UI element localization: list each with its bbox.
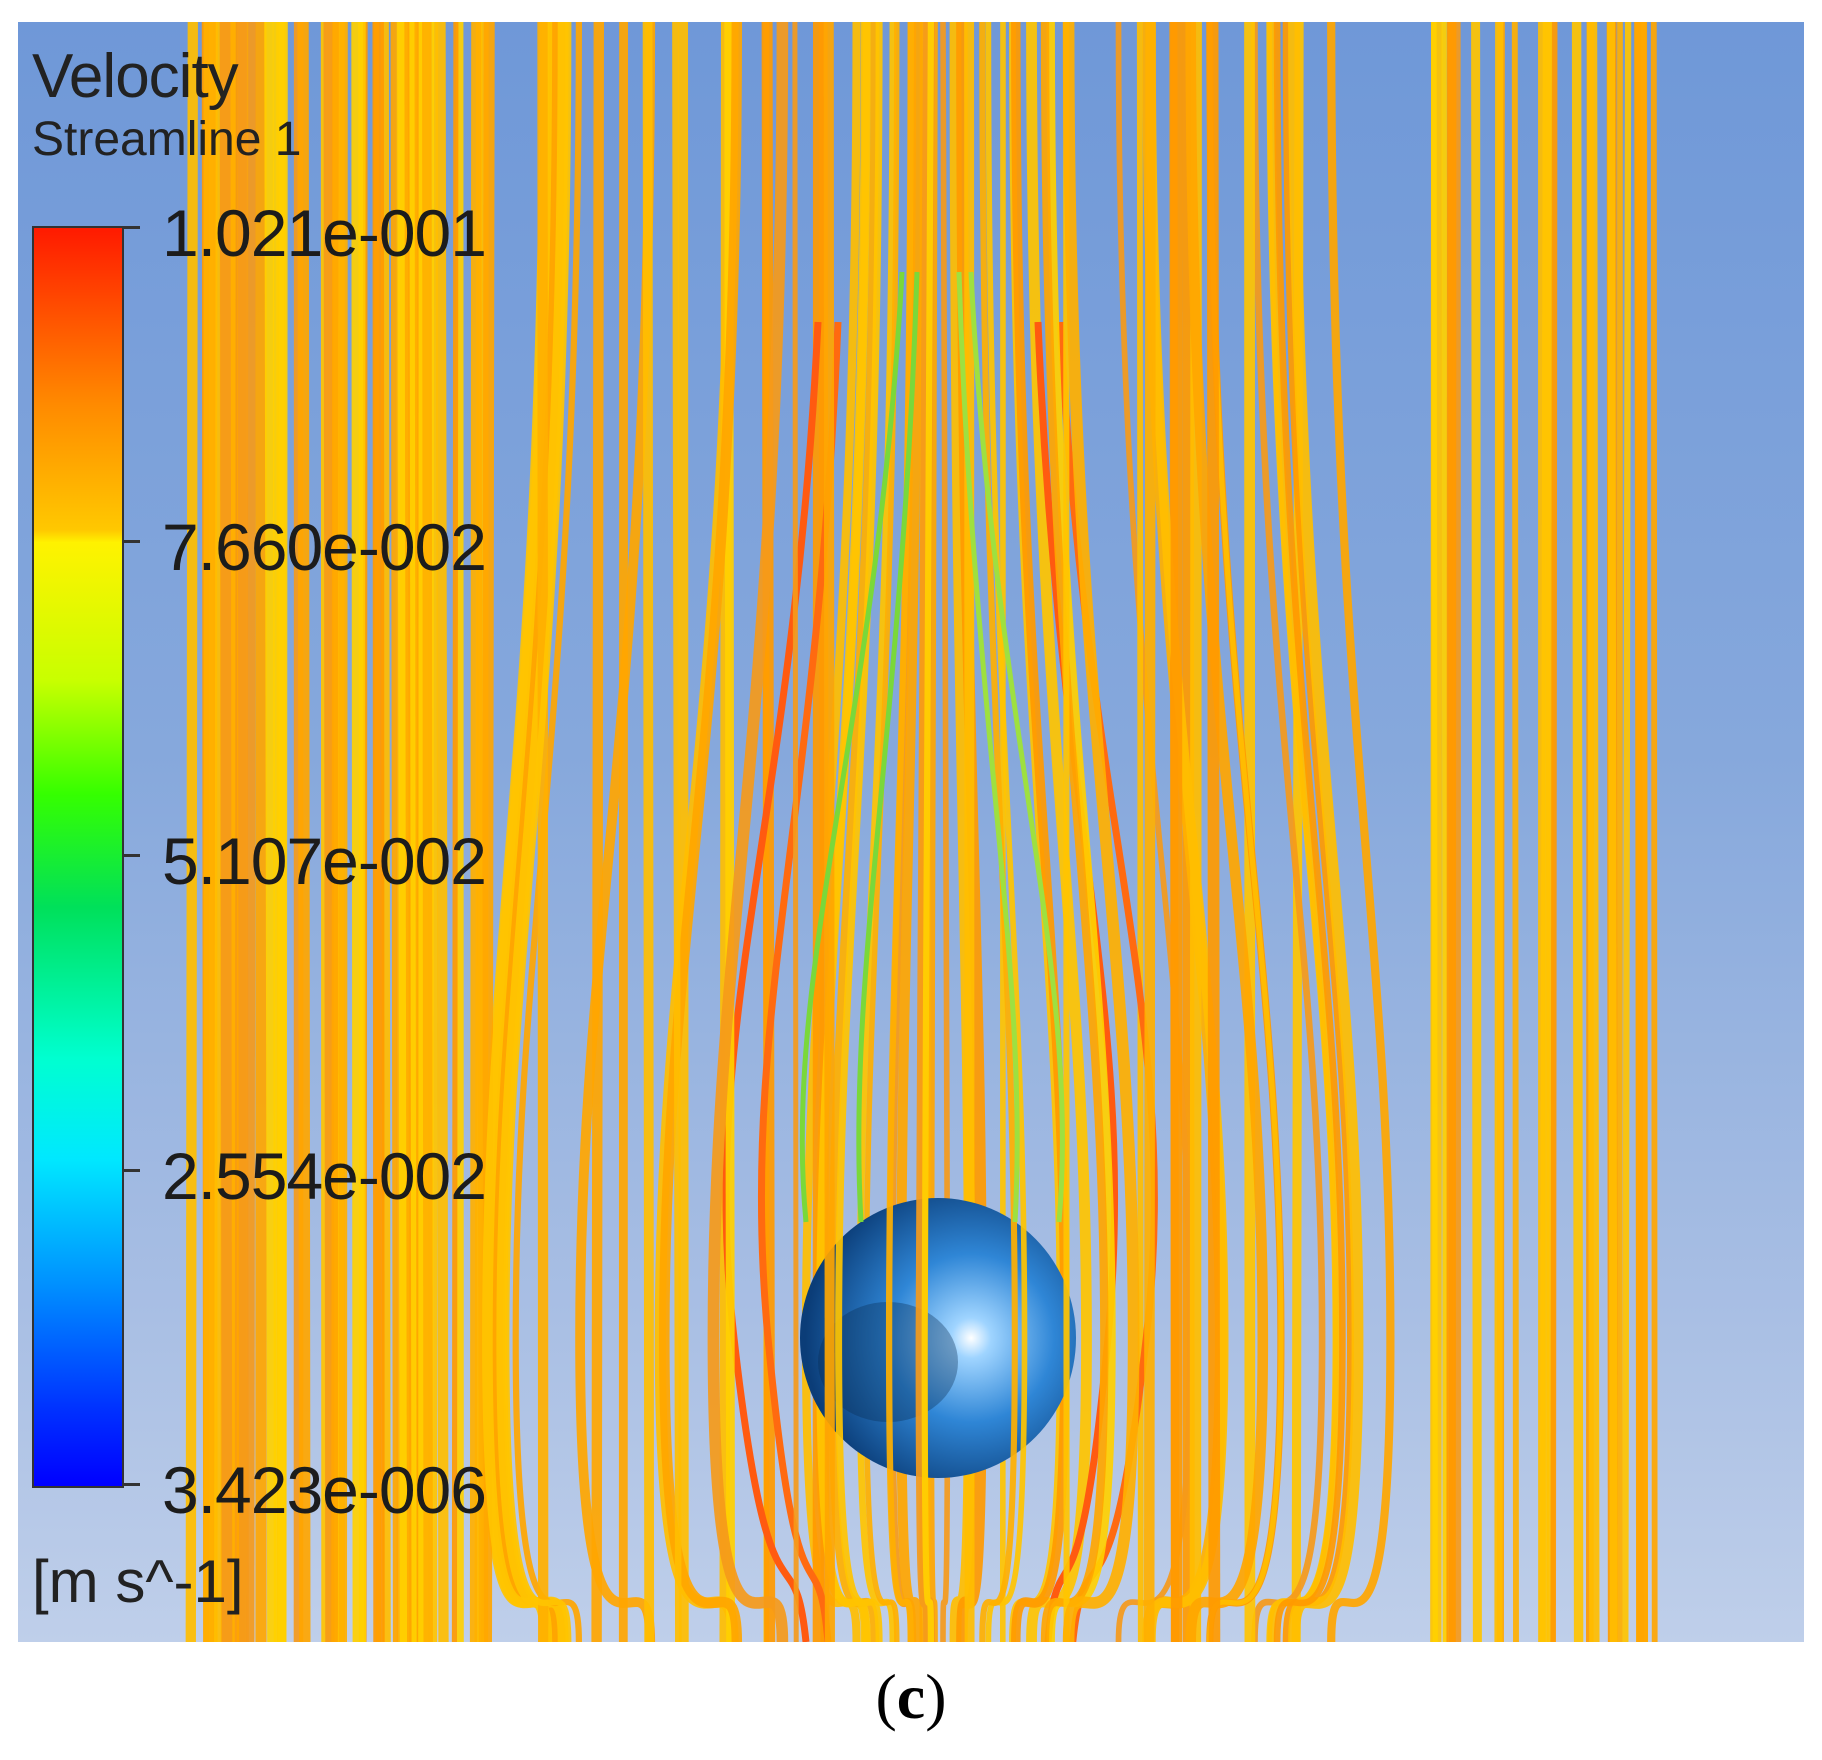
- cfd-viewport: Velocity Streamline 1 1.021e-001 7.660e-…: [18, 22, 1804, 1642]
- streamline: [264, 22, 277, 1642]
- streamline: [1206, 22, 1221, 1642]
- tick-mark-1: [122, 540, 140, 543]
- streamline: [1062, 22, 1140, 1642]
- streamline: [338, 22, 348, 1642]
- streamline: [575, 22, 656, 1642]
- tick-mark-3: [122, 1169, 140, 1172]
- streamline: [1452, 22, 1462, 1642]
- streamline: [1586, 22, 1600, 1642]
- streamline-slow: [968, 271, 1065, 1223]
- streamline: [678, 22, 689, 1642]
- streamline: [1539, 22, 1552, 1642]
- streamline: [502, 22, 572, 1642]
- streamline: [1446, 22, 1457, 1642]
- streamline: [431, 22, 439, 1642]
- color-bar: [32, 226, 124, 1488]
- streamline: [1431, 22, 1438, 1642]
- streamline: [1550, 22, 1558, 1642]
- streamline-slow: [799, 271, 905, 1223]
- streamline: [1571, 22, 1584, 1642]
- tick-mark-2: [122, 854, 140, 857]
- streamline: [409, 22, 417, 1642]
- streamline: [1607, 22, 1618, 1642]
- streamline-slow: [856, 271, 920, 1223]
- streamline: [761, 22, 776, 1642]
- streamline: [451, 22, 459, 1642]
- streamline: [272, 22, 286, 1642]
- sphere-body: [800, 1198, 1076, 1478]
- streamline: [1143, 22, 1156, 1642]
- streamline: [372, 22, 385, 1642]
- streamline: [792, 22, 799, 1642]
- streamline: [482, 22, 553, 1642]
- streamline: [351, 22, 365, 1642]
- streamline: [1327, 22, 1395, 1642]
- tick-label-min: 3.423e-006: [162, 1453, 487, 1527]
- streamline: [185, 22, 198, 1642]
- caption-letter: c: [896, 1661, 926, 1732]
- caption-close-paren: ): [925, 1661, 947, 1732]
- streamline: [921, 22, 934, 1642]
- streamline: [1511, 22, 1519, 1642]
- streamline: [823, 22, 835, 1642]
- streamline: [1494, 22, 1504, 1642]
- streamline: [659, 22, 743, 1642]
- streamline: [1650, 22, 1658, 1642]
- tick-label-max: 1.021e-001: [162, 196, 487, 270]
- tick-label-3: 5.107e-002: [162, 824, 487, 898]
- streamline: [672, 22, 682, 1642]
- streamline: [475, 22, 484, 1642]
- streamline-fast: [757, 321, 842, 1642]
- legend-subtitle: Streamline 1: [32, 113, 302, 166]
- streamline: [435, 22, 449, 1642]
- streamline: [219, 22, 233, 1642]
- tick-mark-0: [122, 226, 140, 229]
- streamline: [380, 22, 391, 1642]
- streamline: [707, 22, 789, 1642]
- streamline: [1622, 22, 1632, 1642]
- streamline: [537, 22, 549, 1642]
- streamline: [1273, 22, 1346, 1642]
- streamline: [1635, 22, 1648, 1642]
- streamline: [835, 22, 883, 1642]
- tick-label-4: 2.554e-002: [162, 1139, 487, 1213]
- tick-label-2: 7.660e-002: [162, 510, 487, 584]
- streamline: [1288, 22, 1364, 1642]
- streamline-plot: [185, 22, 1658, 1642]
- streamline: [1441, 22, 1448, 1642]
- streamline: [246, 22, 256, 1642]
- streamline-slow: [956, 271, 1020, 1223]
- streamline: [1471, 22, 1482, 1642]
- streamline: [469, 22, 479, 1642]
- streamline: [297, 22, 311, 1642]
- streamline: [1207, 22, 1284, 1642]
- streamline: [642, 22, 655, 1642]
- streamline: [397, 22, 408, 1642]
- streamline: [422, 22, 433, 1642]
- unit-label: [m s^-1]: [32, 1548, 244, 1615]
- streamline: [237, 22, 249, 1642]
- legend-title: Velocity: [32, 42, 239, 111]
- streamline: [323, 22, 335, 1642]
- streamline: [331, 22, 339, 1642]
- streamline: [816, 22, 871, 1642]
- streamline: [591, 22, 604, 1642]
- streamline: [390, 22, 399, 1642]
- tick-mark-4: [122, 1483, 140, 1486]
- figure-caption: (c): [0, 1660, 1822, 1734]
- caption-open-paren: (: [875, 1661, 897, 1732]
